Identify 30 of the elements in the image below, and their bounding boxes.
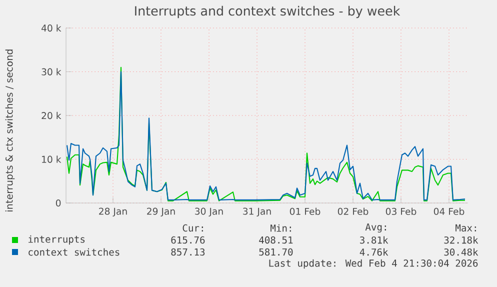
text: Max: bbox=[456, 224, 476, 232]
text: 581.70 bbox=[259, 248, 293, 256]
y-axis-title: interrupts & ctx switches / second bbox=[5, 50, 15, 212]
chart-title: Interrupts and context switches - by week bbox=[135, 6, 400, 18]
text: 32.18k bbox=[444, 236, 478, 244]
text: 615.76 bbox=[171, 236, 205, 244]
y-tick-label: 0 bbox=[56, 199, 61, 207]
x-tick-label: 31 Jan bbox=[243, 208, 271, 216]
x-tick-label: 01 Feb bbox=[290, 208, 320, 215]
text: 4.76k bbox=[360, 248, 388, 256]
x-tick-label: 02 Feb bbox=[338, 208, 368, 215]
x-tick-label: 03 Feb bbox=[386, 208, 416, 215]
y-tick-label: 20 k bbox=[42, 112, 62, 120]
text: 30.48k bbox=[444, 248, 478, 256]
y-tick-label: 10 k bbox=[42, 156, 62, 163]
text: 408.51 bbox=[259, 236, 293, 244]
x-tick-label: 04 Feb bbox=[434, 208, 464, 215]
text: Min: bbox=[270, 224, 291, 232]
text: 3.81k bbox=[360, 236, 388, 244]
text: Last update: Wed Feb 4 21:30:04 2026 bbox=[269, 259, 478, 269]
x-tick-label: 29 Jan bbox=[147, 208, 175, 216]
text: Avg: bbox=[365, 223, 386, 233]
y-tick-label: 30 k bbox=[42, 68, 62, 76]
y-tick-label: 40 k bbox=[42, 24, 62, 32]
x-tick-label: 30 Jan bbox=[195, 208, 223, 216]
x-tick-label: 28 Jan bbox=[99, 208, 127, 216]
text: 857.13 bbox=[171, 248, 205, 256]
text: Cur: bbox=[182, 224, 203, 232]
legend-label: context switches bbox=[28, 248, 120, 256]
legend-label: interrupts bbox=[28, 235, 85, 245]
